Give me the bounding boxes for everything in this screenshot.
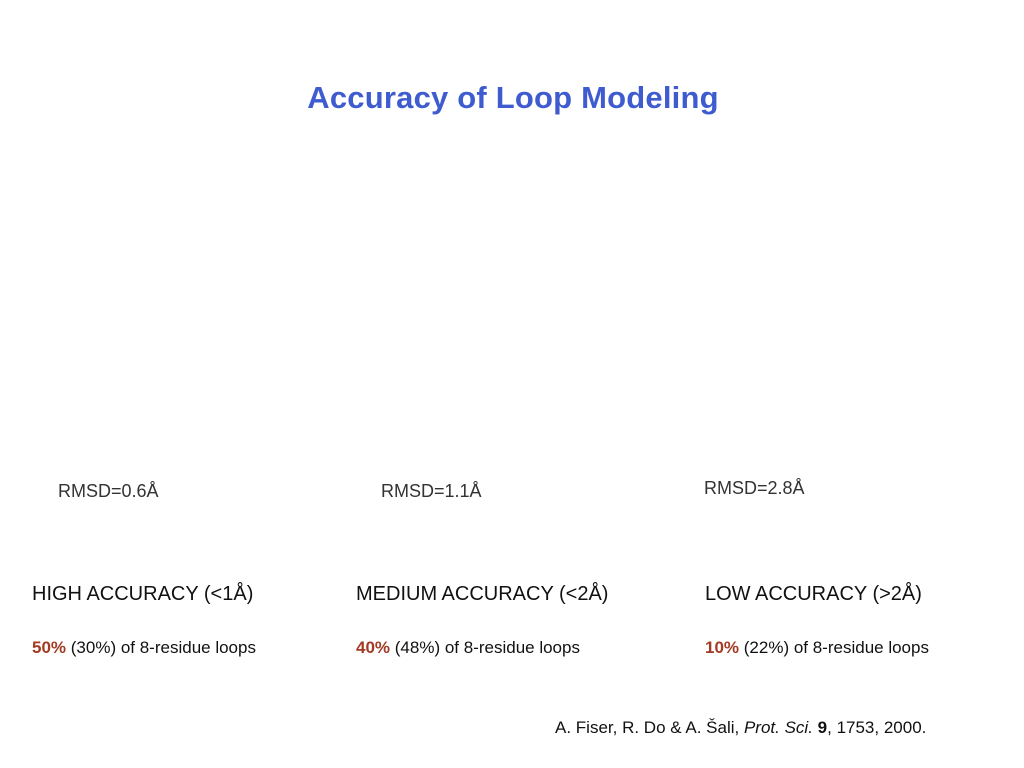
accuracy-label-low: LOW ACCURACY (>2Å) — [705, 583, 922, 605]
citation-journal: Prot. Sci. — [743, 718, 813, 737]
percent-medium: 40% — [356, 638, 391, 657]
rmsd-label-low: RMSD=2.8Å — [704, 478, 805, 498]
stat-text-medium: (48%) of 8-residue loops — [390, 638, 580, 657]
loop-stat-high: 50% (30%) of 8-residue loops — [32, 638, 256, 658]
citation-volume: 9 — [817, 718, 828, 737]
loop-stat-medium: 40% (48%) of 8-residue loops — [356, 638, 580, 658]
stat-text-low: (22%) of 8-residue loops — [739, 638, 929, 657]
rmsd-label-high: RMSD=0.6Å — [58, 481, 159, 501]
accuracy-label-high: HIGH ACCURACY (<1Å) — [32, 583, 254, 605]
rmsd-label-medium: RMSD=1.1Å — [381, 481, 482, 501]
loop-structure-image-low — [690, 150, 990, 470]
loop-structure-image-high — [40, 150, 340, 470]
loop-structure-image-medium — [360, 150, 660, 470]
slide-title: Accuracy of Loop Modeling — [307, 80, 719, 115]
citation-authors: A. Fiser, R. Do & A. Šali, — [555, 718, 744, 737]
percent-high: 50% — [32, 638, 67, 657]
stat-text-high: (30%) of 8-residue loops — [66, 638, 256, 657]
citation-pages-year: , 1753, 2000. — [827, 718, 927, 737]
loop-stat-low: 10% (22%) of 8-residue loops — [705, 638, 929, 658]
percent-low: 10% — [705, 638, 740, 657]
accuracy-label-medium: MEDIUM ACCURACY (<2Å) — [356, 583, 609, 605]
citation: A. Fiser, R. Do & A. Šali, Prot. Sci. 9,… — [555, 718, 926, 738]
